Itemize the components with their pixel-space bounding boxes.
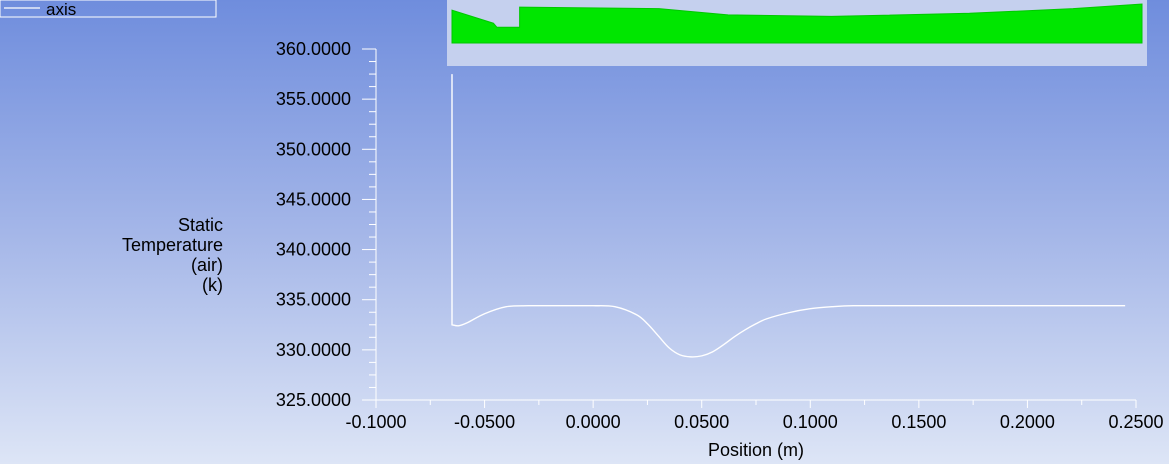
axes: 325.0000 330.0000 335.0000 340.0000 345.0000… bbox=[122, 39, 1164, 460]
y-tick-label: 335.0000 bbox=[276, 290, 351, 310]
geometry-inset-shape bbox=[451, 3, 1143, 44]
x-tick-label: 0.1500 bbox=[891, 412, 946, 432]
series-line-axis bbox=[451, 74, 1126, 358]
y-tick-label: 340.0000 bbox=[276, 240, 351, 260]
x-tick-label: 0.2000 bbox=[1000, 412, 1055, 432]
y-axis-label-line: (air) bbox=[191, 255, 223, 275]
legend-label-axis: axis bbox=[46, 0, 76, 19]
y-tick-label: 330.0000 bbox=[276, 340, 351, 360]
x-tick-label: 0.1000 bbox=[783, 412, 838, 432]
series-layer bbox=[451, 74, 1126, 358]
y-tick-label: 360.0000 bbox=[276, 39, 351, 59]
y-tick-label: 325.0000 bbox=[276, 390, 351, 410]
y-tick-label: 355.0000 bbox=[276, 89, 351, 109]
y-tick-label: 350.0000 bbox=[276, 139, 351, 159]
x-tick-label: 0.0500 bbox=[674, 412, 729, 432]
x-tick-label: -0.0500 bbox=[454, 412, 515, 432]
y-axis-label-line: Static bbox=[178, 215, 223, 235]
y-axis-label-line: Temperature bbox=[122, 235, 223, 255]
x-tick-label: -0.1000 bbox=[345, 412, 406, 432]
x-tick-label: 0.2500 bbox=[1108, 412, 1163, 432]
y-tick-label: 345.0000 bbox=[276, 189, 351, 209]
x-tick-label: 0.0000 bbox=[566, 412, 621, 432]
legend-box bbox=[0, 0, 217, 18]
y-axis-label-line: (k) bbox=[202, 275, 223, 295]
y-axis-label: Static Temperature (air) (k) bbox=[122, 215, 223, 295]
legend: axis bbox=[0, 0, 217, 19]
x-axis-label: Position (m) bbox=[708, 440, 804, 460]
